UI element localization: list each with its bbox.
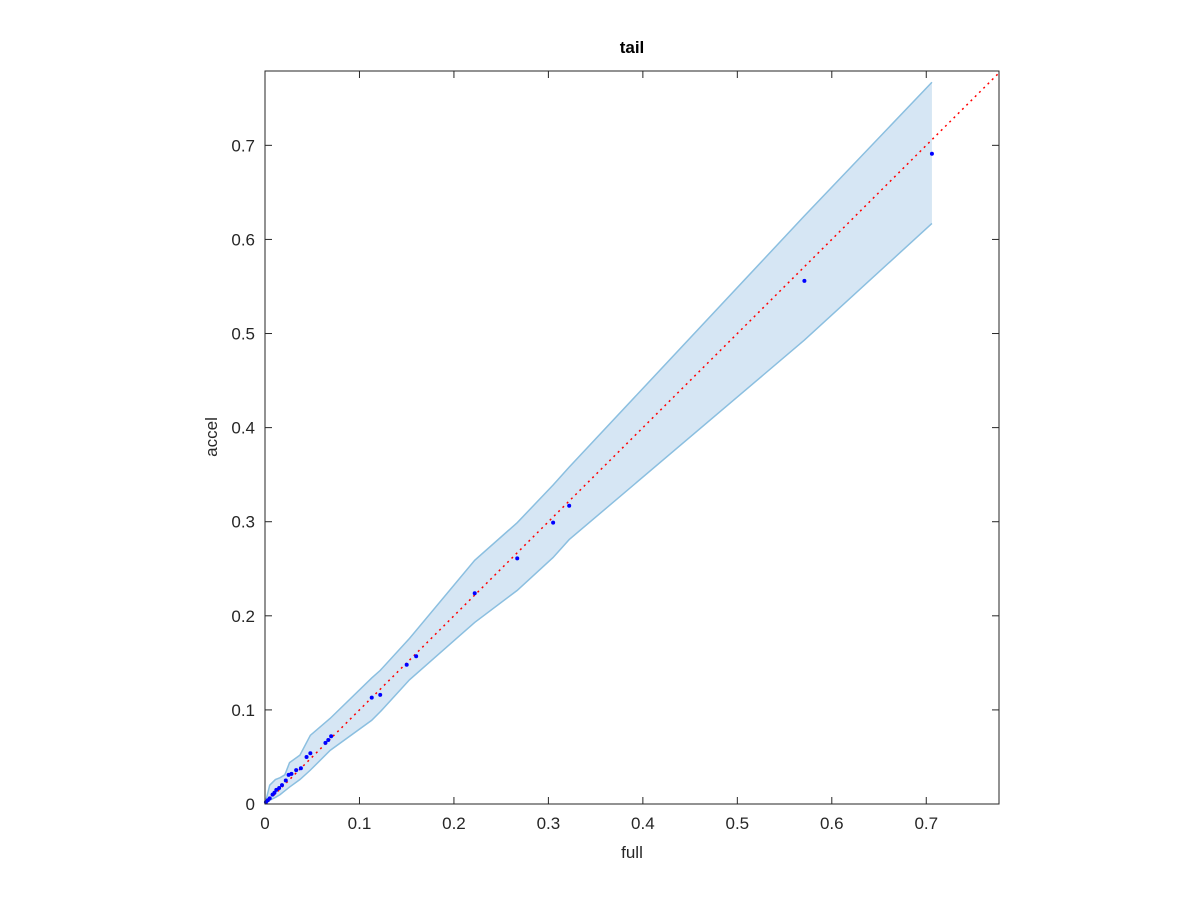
x-tick-label: 0.5 bbox=[726, 814, 750, 833]
data-point bbox=[329, 734, 334, 739]
x-tick-label: 0.7 bbox=[914, 814, 938, 833]
x-tick-label: 0.6 bbox=[820, 814, 844, 833]
data-point bbox=[929, 151, 934, 156]
data-point bbox=[277, 786, 282, 791]
x-tick-label: 0.1 bbox=[348, 814, 372, 833]
y-axis-label: accel bbox=[202, 417, 221, 457]
data-point bbox=[323, 740, 328, 745]
data-point bbox=[567, 503, 572, 508]
data-point bbox=[283, 778, 288, 783]
data-point bbox=[308, 751, 313, 756]
y-tick-label: 0.5 bbox=[231, 325, 255, 344]
data-point bbox=[378, 692, 383, 697]
data-point bbox=[294, 768, 299, 773]
y-tick-label: 0.7 bbox=[231, 136, 255, 155]
y-tick-label: 0.3 bbox=[231, 513, 255, 532]
data-point bbox=[404, 662, 409, 667]
data-point bbox=[304, 754, 309, 759]
data-point bbox=[270, 792, 275, 797]
data-point bbox=[298, 766, 303, 771]
x-tick-label: 0.3 bbox=[537, 814, 561, 833]
data-point bbox=[326, 738, 331, 743]
plot-frame bbox=[264, 70, 1000, 805]
y-tick-label: 0.1 bbox=[231, 701, 255, 720]
data-point bbox=[414, 654, 419, 659]
data-point bbox=[551, 520, 556, 525]
confidence-band bbox=[265, 82, 932, 805]
x-tick-label: 0 bbox=[260, 814, 269, 833]
x-tick-label: 0.4 bbox=[631, 814, 655, 833]
data-point bbox=[472, 591, 477, 596]
data-point bbox=[274, 787, 279, 792]
data-point bbox=[515, 556, 520, 561]
y-tick-label: 0.2 bbox=[231, 607, 255, 626]
y-tick-label: 0.6 bbox=[231, 230, 255, 249]
x-axis-label: full bbox=[621, 843, 643, 862]
band-upper bbox=[264, 81, 933, 805]
data-point bbox=[802, 278, 807, 283]
data-point bbox=[369, 695, 374, 700]
y-tick-label: 0 bbox=[246, 795, 255, 814]
chart-title: tail bbox=[620, 38, 645, 57]
y-tick-label: 0.4 bbox=[231, 419, 255, 438]
x-tick-label: 0.2 bbox=[442, 814, 466, 833]
data-point bbox=[280, 783, 285, 788]
band-lower bbox=[264, 222, 933, 805]
data-point bbox=[286, 772, 291, 777]
reference-line bbox=[264, 72, 1000, 805]
